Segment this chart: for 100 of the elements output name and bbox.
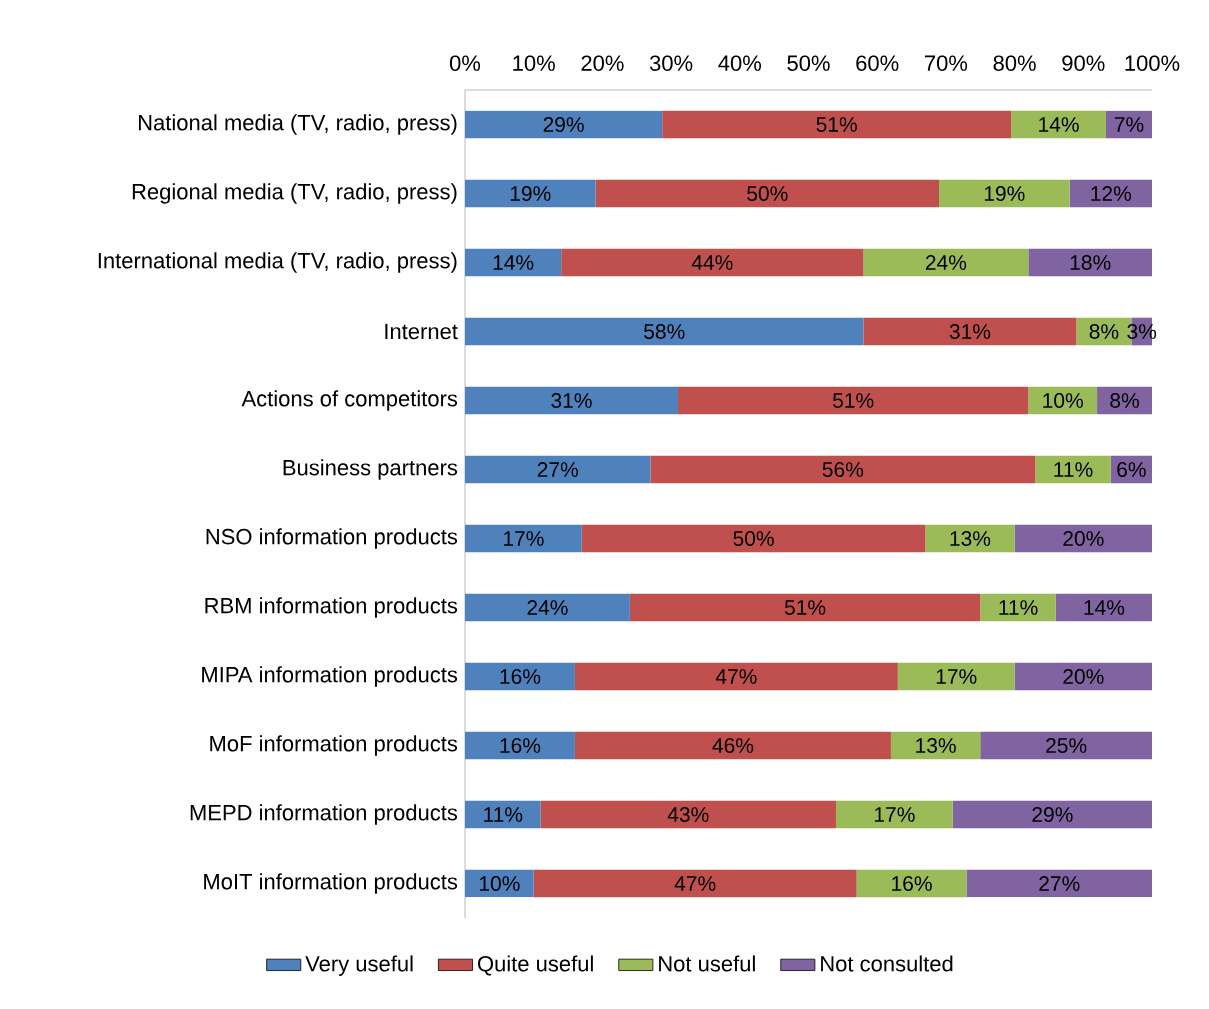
bar	[465, 110, 663, 139]
bar	[629, 593, 981, 622]
legend-label: Very useful	[305, 955, 413, 976]
bar	[1014, 662, 1152, 691]
data-label: 47%	[715, 669, 757, 684]
bar	[465, 248, 562, 277]
data-label: 17%	[936, 669, 977, 684]
bar	[925, 524, 1015, 553]
bar	[650, 455, 1036, 484]
data-label: 10%	[479, 876, 520, 891]
data-label: 27%	[537, 462, 578, 477]
data-label: 56%	[822, 462, 864, 477]
data-label: 44%	[691, 255, 733, 270]
bar	[890, 731, 981, 760]
data-label: 58%	[644, 324, 685, 339]
bar	[662, 110, 1012, 139]
x-tick-label: 10%	[513, 55, 555, 71]
data-label: 47%	[674, 876, 716, 891]
data-label: 29%	[1032, 807, 1073, 822]
data-label: 14%	[1039, 117, 1079, 132]
bar	[966, 869, 1152, 898]
data-label: 10%	[1043, 393, 1083, 408]
bar	[465, 386, 678, 415]
data-label: 43%	[667, 807, 709, 822]
data-label: 8%	[1110, 393, 1139, 408]
y-tick-label: Regional media (TV, radio, press)	[132, 183, 457, 204]
bar	[465, 593, 630, 622]
data-label: 16%	[500, 738, 541, 753]
y-tick-label: MoF information products	[210, 735, 458, 756]
y-tick-label: Actions of competitors	[241, 390, 458, 411]
data-label: 14%	[493, 255, 534, 270]
x-tick-label: 40%	[718, 55, 762, 71]
data-label: 7%	[1114, 117, 1144, 132]
data-label: 25%	[1046, 738, 1087, 753]
bar	[1055, 593, 1152, 622]
y-tick-label: Internet	[385, 323, 458, 340]
data-label: 24%	[527, 600, 568, 615]
data-label: 17%	[874, 807, 915, 822]
bar	[595, 179, 940, 208]
bar	[677, 386, 1029, 415]
x-tick-label: 60%	[856, 55, 899, 71]
data-label: 51%	[816, 117, 857, 132]
bar	[581, 524, 926, 553]
bar	[897, 662, 1015, 691]
data-label: 50%	[733, 531, 774, 546]
y-tick-label: RBM information products	[205, 597, 458, 618]
bar	[856, 869, 967, 898]
data-label: 19%	[510, 186, 551, 201]
data-label: 14%	[1084, 600, 1125, 615]
x-tick-label: 70%	[925, 55, 968, 71]
data-label: 11%	[484, 807, 523, 822]
x-tick-label: 100%	[1125, 55, 1180, 71]
y-tick-label: International media (TV, radio, press)	[98, 252, 457, 273]
bar	[980, 731, 1152, 760]
data-label: 11%	[1054, 462, 1093, 477]
data-label: 6%	[1117, 462, 1146, 477]
data-label: 13%	[950, 531, 991, 546]
data-label: 31%	[949, 324, 991, 339]
data-label: 17%	[503, 531, 544, 546]
bar	[952, 800, 1152, 829]
data-label: 13%	[916, 738, 956, 753]
bar	[561, 248, 864, 277]
bar	[465, 524, 582, 553]
bar	[863, 248, 1029, 277]
x-tick-label: 90%	[1062, 55, 1105, 71]
data-label: 27%	[1039, 876, 1080, 891]
data-label: 20%	[1063, 531, 1104, 546]
bar	[835, 800, 953, 829]
bar	[1014, 524, 1152, 553]
bar	[465, 662, 575, 691]
data-label: 51%	[784, 600, 826, 615]
bar	[533, 869, 857, 898]
x-tick-label: 30%	[649, 55, 693, 71]
y-tick-label: MoIT information products	[204, 873, 458, 894]
bar	[465, 731, 575, 760]
data-label: 20%	[1063, 669, 1104, 684]
x-tick-label: 0%	[449, 55, 481, 71]
data-label: 12%	[1091, 186, 1132, 201]
data-label: 24%	[925, 255, 967, 270]
legend-label: Not consulted	[821, 955, 953, 972]
bar	[980, 593, 1056, 622]
bar	[863, 317, 1077, 346]
data-label: 8%	[1089, 324, 1119, 339]
x-tick-label: 20%	[581, 55, 624, 71]
bar	[1028, 248, 1152, 277]
bar	[465, 455, 651, 484]
y-tick-label: MIPA information products	[202, 666, 458, 687]
data-label: 50%	[747, 186, 788, 201]
y-tick-label: NSO information products	[206, 528, 458, 549]
data-label: 19%	[984, 186, 1025, 201]
bar	[939, 179, 1070, 208]
legend-label: Quite useful	[477, 955, 593, 976]
bar	[1011, 110, 1106, 139]
bar	[574, 731, 891, 760]
y-tick-label: Business partners	[283, 459, 458, 480]
bar	[574, 662, 898, 691]
y-tick-label: National media (TV, radio, press)	[138, 114, 457, 135]
y-tick-label: MEPD information products	[190, 804, 458, 825]
bar	[465, 179, 596, 208]
x-tick-label: 80%	[993, 55, 1036, 71]
